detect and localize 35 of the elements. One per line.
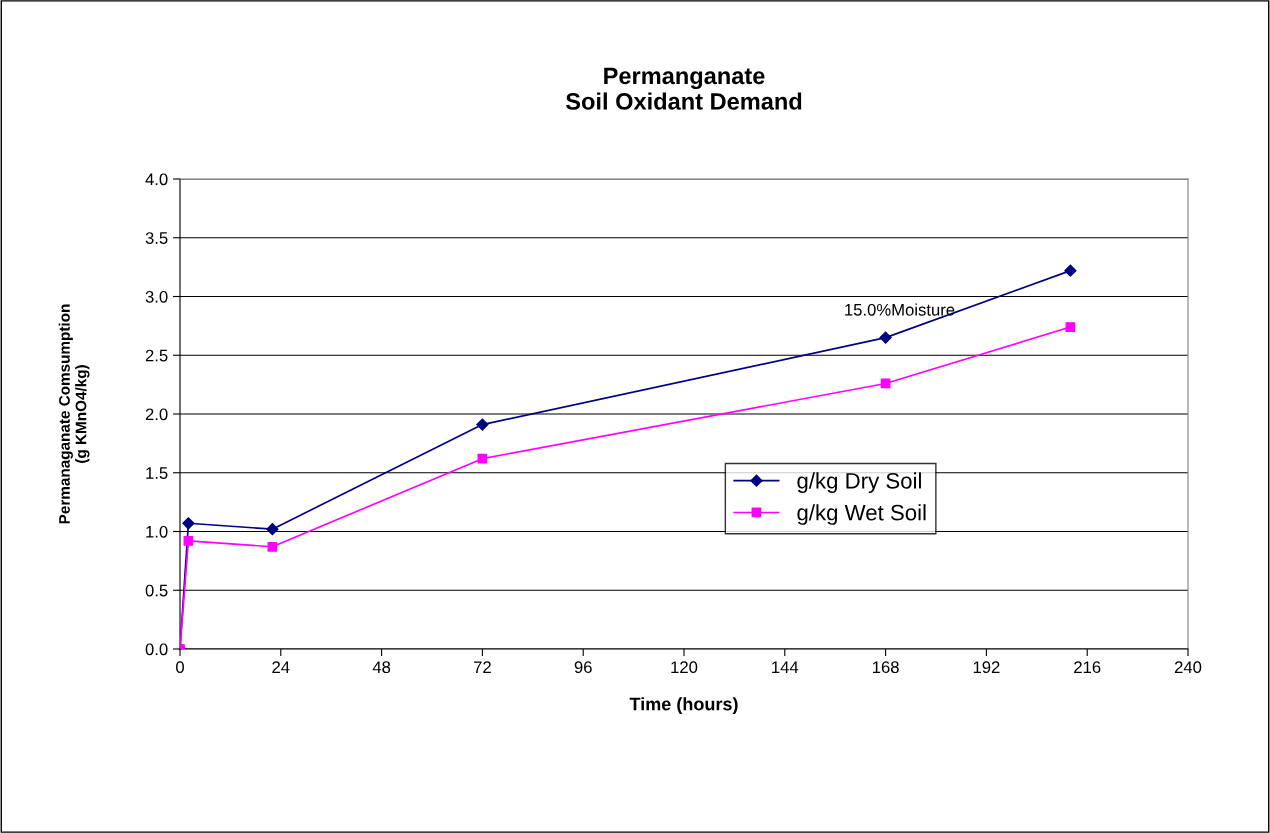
legend-label: g/kg Dry Soil xyxy=(797,472,921,494)
x-tick-label: 72 xyxy=(473,661,491,673)
y-tick-label: 3.5 xyxy=(145,232,168,244)
y-tick-label: 2.5 xyxy=(145,349,168,362)
x-tick-label: 48 xyxy=(372,661,391,674)
point xyxy=(183,536,194,546)
x-tick-label: 216 xyxy=(1074,661,1101,674)
y-tick-label: 0.5 xyxy=(145,584,168,597)
y-tick-label: 1.5 xyxy=(146,467,168,479)
point xyxy=(879,331,892,344)
point xyxy=(1065,322,1076,332)
x-tick-label: 240 xyxy=(1174,661,1202,674)
y-tick-label: 3.0 xyxy=(145,290,168,303)
chart-title: Permanganate Soil Oxidant Demand xyxy=(565,67,802,110)
y-tick-label: 4.0 xyxy=(145,173,168,186)
point xyxy=(182,517,195,530)
legend-label: g/kg Wet Soil xyxy=(797,504,926,525)
y-tick-label: 0.0 xyxy=(145,643,168,656)
annotation: 15.0%Moisture xyxy=(845,303,955,316)
point xyxy=(477,453,488,464)
x-tick-label: 144 xyxy=(772,661,799,673)
point xyxy=(476,418,489,431)
x-tick-label: 192 xyxy=(973,661,1000,674)
x-tick-label: 120 xyxy=(671,661,698,674)
x-tick-label: 0 xyxy=(176,661,184,674)
x-tick-label: 96 xyxy=(574,661,592,674)
point xyxy=(267,541,278,552)
point xyxy=(1064,264,1077,277)
y-axis-title: Permanaganate Comsumption (g KMnO4/kg) xyxy=(58,304,90,524)
point xyxy=(266,523,279,536)
x-axis-title: Time (hours) xyxy=(629,697,738,715)
x-tick-label: 24 xyxy=(272,661,290,673)
x-tick-label: 168 xyxy=(872,661,899,674)
y-tick-label: 2.0 xyxy=(145,408,168,421)
y-tick-label: 1.0 xyxy=(146,525,168,538)
